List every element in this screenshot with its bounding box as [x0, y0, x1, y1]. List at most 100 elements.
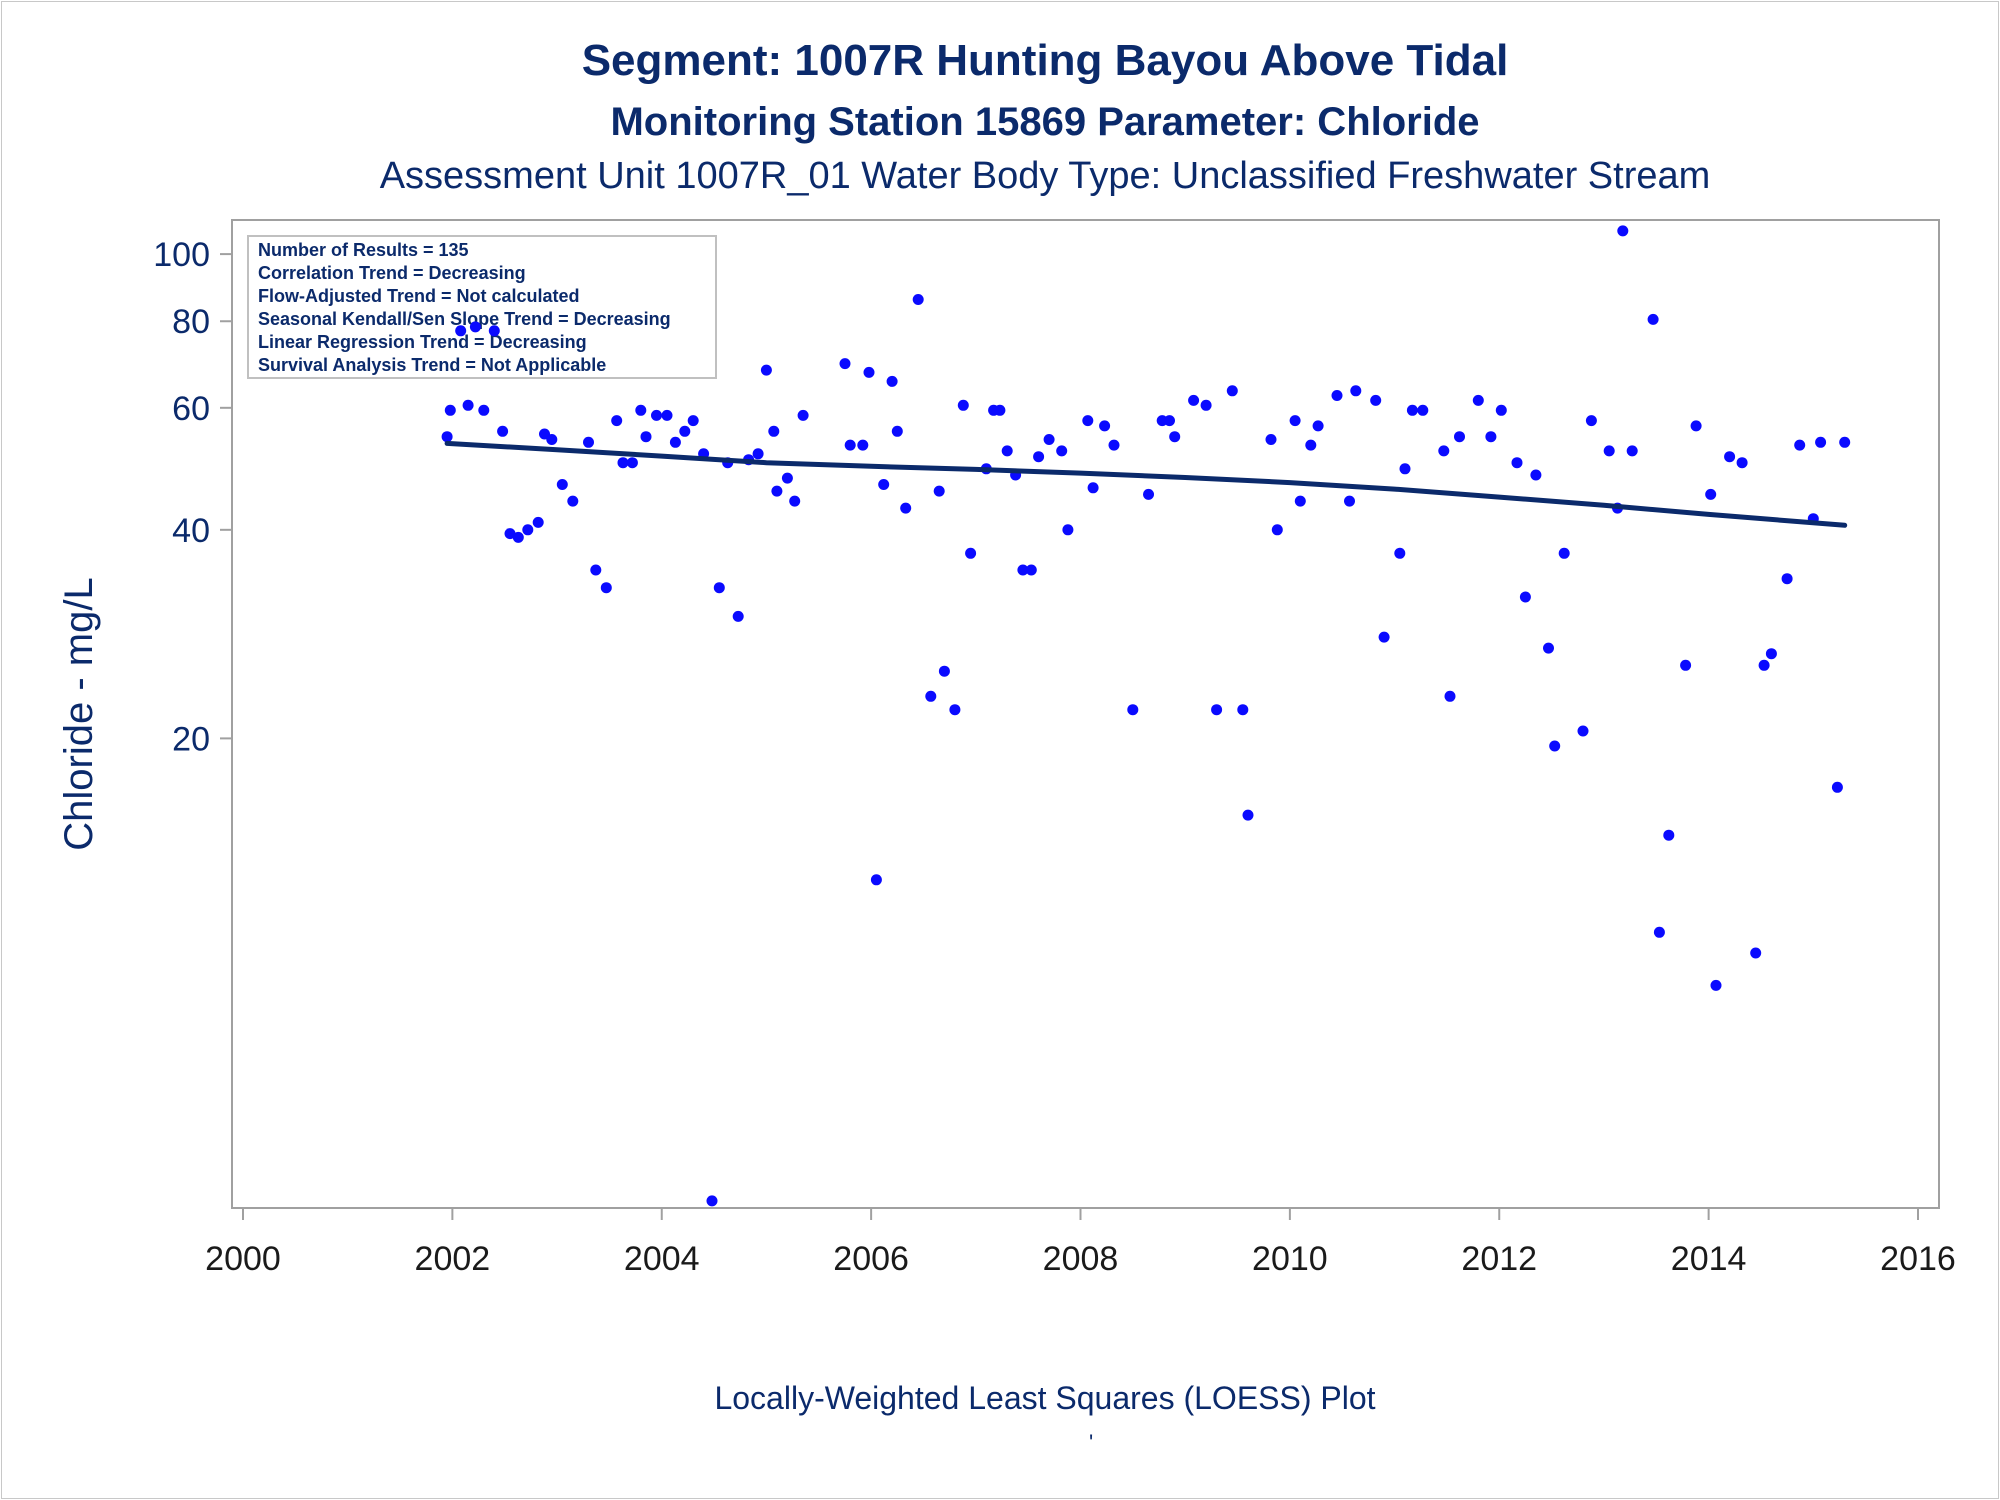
data-point — [1312, 420, 1324, 432]
data-point — [1087, 482, 1099, 494]
data-point — [1108, 439, 1120, 451]
data-point — [1585, 415, 1597, 427]
legend-line-seasonal-kendall: Seasonal Kendall/Sen Slope Trend = Decre… — [258, 309, 671, 329]
data-point — [768, 425, 780, 437]
plot-area — [231, 219, 1940, 1209]
data-point — [1710, 979, 1722, 991]
x-tick-label: 2000 — [205, 1240, 281, 1278]
y-tick-label: 20 — [172, 720, 210, 758]
data-point — [912, 294, 924, 305]
x-tick-label: 2004 — [624, 1240, 700, 1278]
x-tick-label: 2010 — [1252, 1240, 1328, 1278]
data-point — [949, 704, 961, 716]
x-tick-label: 2016 — [1880, 1240, 1956, 1278]
data-point — [556, 479, 568, 490]
data-point — [925, 690, 937, 702]
data-point — [1750, 947, 1762, 959]
data-point — [679, 425, 691, 437]
data-point — [488, 325, 500, 337]
data-point — [1617, 225, 1629, 237]
y-tick-label: 60 — [172, 390, 210, 428]
data-point — [891, 425, 903, 437]
data-point — [640, 431, 652, 443]
x-tick-label: 2012 — [1461, 1240, 1537, 1278]
x-tick-label: 2014 — [1671, 1240, 1747, 1278]
data-point — [1765, 648, 1777, 660]
x-tick-label: 2002 — [415, 1240, 491, 1278]
data-point — [844, 439, 856, 451]
data-point — [781, 472, 793, 484]
legend-line-survival-analysis: Survival Analysis Trend = Not Applicable — [258, 355, 606, 375]
data-point — [1815, 436, 1827, 448]
x-axis: 2000 2002 2004 2006 2008 2010 2012 2014 2016 — [205, 1208, 1956, 1278]
data-point — [706, 1195, 718, 1207]
data-point — [1211, 704, 1223, 716]
data-point — [994, 404, 1006, 416]
data-point — [651, 409, 662, 421]
data-point — [1394, 547, 1406, 559]
data-point — [1794, 439, 1806, 451]
data-point — [1690, 420, 1702, 432]
data-point — [590, 564, 602, 576]
data-point — [900, 502, 912, 514]
data-point — [532, 516, 544, 528]
data-point — [1237, 704, 1249, 716]
data-point — [1724, 451, 1736, 463]
data-point — [1294, 495, 1306, 507]
x-tick-label: 2008 — [1043, 1240, 1119, 1278]
y-tick-label: 100 — [153, 236, 210, 274]
data-point — [797, 409, 809, 421]
data-point — [957, 399, 969, 411]
data-point — [1099, 420, 1111, 432]
data-point — [462, 399, 474, 411]
data-point — [1653, 926, 1665, 938]
data-point — [546, 434, 558, 445]
y-axis-label: Chloride - mg/L — [57, 577, 101, 850]
data-point — [1736, 457, 1748, 469]
legend-line-linear-regression: Linear Regression Trend = Decreasing — [258, 332, 587, 352]
data-point — [444, 404, 456, 416]
data-point — [863, 366, 875, 378]
data-point — [1305, 439, 1317, 451]
stats-legend: Number of Results = 135 Correlation Tren… — [247, 235, 717, 379]
data-point — [1758, 659, 1770, 671]
data-point — [635, 404, 647, 416]
data-point — [1025, 564, 1037, 576]
data-point — [1406, 404, 1418, 416]
data-point — [455, 325, 467, 337]
data-point — [1143, 488, 1154, 500]
data-point — [441, 431, 453, 443]
data-point — [1626, 445, 1638, 457]
data-point — [1831, 781, 1843, 793]
data-point — [1188, 394, 1200, 406]
data-point — [1082, 415, 1094, 427]
data-point — [878, 479, 890, 490]
data-point — [478, 404, 490, 416]
y-axis: 20 40 60 80 100 — [153, 236, 232, 758]
y-tick-label: 40 — [172, 512, 210, 550]
data-point — [626, 457, 638, 469]
data-point — [1370, 394, 1382, 406]
data-point — [1127, 704, 1139, 716]
data-point — [1530, 469, 1542, 481]
data-point — [1056, 445, 1068, 457]
data-point — [1271, 524, 1283, 536]
chart-subtitle-station: Monitoring Station 15869 Parameter: Chlo… — [610, 100, 1480, 144]
data-point — [1839, 436, 1851, 448]
data-point — [1017, 564, 1029, 576]
legend-line-correlation: Correlation Trend = Decreasing — [258, 263, 526, 283]
data-point — [611, 415, 623, 427]
data-point — [1543, 642, 1554, 654]
data-point — [857, 439, 869, 451]
data-point — [938, 665, 950, 677]
data-point — [1781, 573, 1793, 585]
data-point — [522, 524, 534, 536]
data-point — [669, 436, 681, 448]
data-point — [789, 495, 801, 507]
data-point — [1577, 725, 1589, 737]
data-point — [1549, 740, 1561, 752]
data-point — [1001, 445, 1013, 457]
data-point — [1226, 385, 1238, 397]
data-point — [1350, 385, 1362, 397]
data-point — [600, 582, 612, 594]
